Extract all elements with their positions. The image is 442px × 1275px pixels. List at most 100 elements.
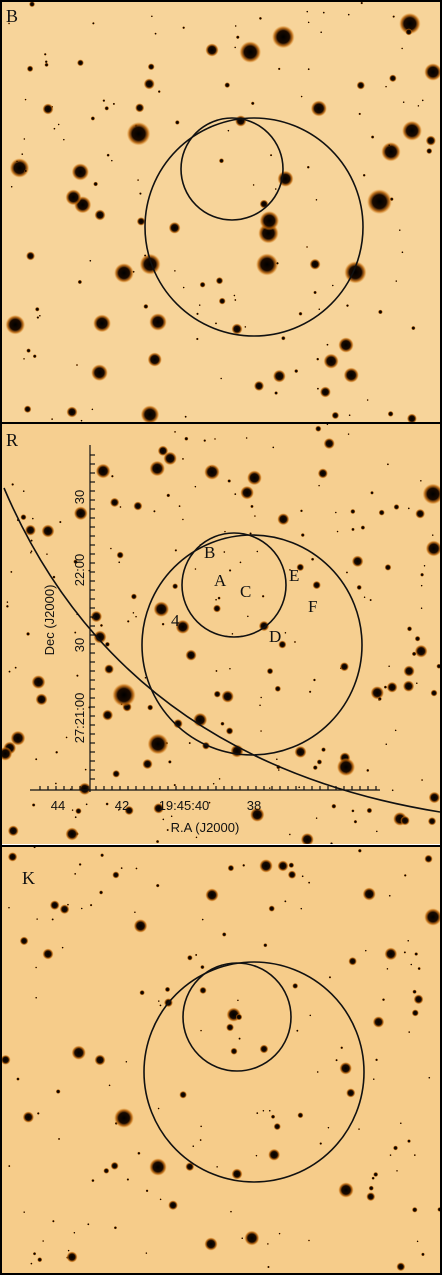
- star: [166, 493, 171, 498]
- star: [174, 120, 180, 125]
- star: [52, 575, 56, 579]
- y-tick-label: 27:21:00: [72, 693, 87, 744]
- star: [159, 1004, 162, 1007]
- star: [297, 1112, 304, 1119]
- star: [55, 1089, 61, 1094]
- star: [273, 1122, 281, 1131]
- star: [366, 768, 370, 773]
- star: [173, 269, 176, 272]
- star: [92, 22, 95, 25]
- star: [168, 221, 181, 234]
- star: [167, 760, 172, 764]
- star: [278, 1232, 281, 1235]
- star: [233, 294, 236, 297]
- star: [300, 907, 303, 910]
- star: [343, 367, 359, 383]
- star: [218, 158, 225, 164]
- star: [214, 322, 218, 325]
- star: [331, 411, 340, 420]
- source-label: F: [308, 597, 317, 616]
- star: [384, 564, 392, 571]
- star: [411, 325, 416, 331]
- star: [407, 1139, 411, 1144]
- star: [57, 123, 60, 126]
- x-tick-label: 19:45:40: [159, 798, 210, 813]
- star: [116, 551, 124, 559]
- star: [389, 1154, 392, 1157]
- star: [372, 1078, 375, 1081]
- star: [38, 314, 41, 317]
- star: [85, 803, 88, 806]
- star: [109, 497, 120, 508]
- star: [173, 783, 177, 787]
- star: [168, 1200, 178, 1211]
- star: [155, 883, 160, 888]
- star: [67, 1249, 70, 1252]
- star: [414, 635, 421, 642]
- star: [155, 839, 160, 844]
- star: [153, 803, 164, 814]
- star: [80, 907, 83, 910]
- star: [424, 854, 433, 864]
- star: [393, 504, 400, 510]
- star: [399, 1122, 402, 1125]
- star: [417, 966, 421, 971]
- star: [275, 758, 278, 761]
- star: [413, 994, 424, 1005]
- star: [421, 1252, 425, 1257]
- y-axis-label: Dec (J2000): [42, 585, 57, 656]
- star: [266, 1242, 269, 1245]
- star: [247, 470, 262, 486]
- star: [74, 631, 77, 634]
- star: [288, 833, 291, 836]
- star: [259, 704, 262, 707]
- star: [255, 253, 279, 276]
- star: [316, 1070, 319, 1074]
- star: [41, 524, 55, 538]
- star: [74, 872, 77, 876]
- star: [37, 1257, 43, 1263]
- star: [118, 561, 121, 564]
- star: [170, 815, 173, 818]
- star: [182, 26, 186, 30]
- star: [7, 825, 19, 837]
- star: [26, 631, 31, 636]
- star: [256, 1111, 259, 1115]
- star: [224, 82, 231, 88]
- star: [99, 623, 104, 628]
- star: [36, 1112, 40, 1115]
- star: [26, 65, 34, 73]
- star: [32, 354, 37, 359]
- star: [323, 437, 335, 450]
- star: [227, 129, 230, 132]
- star: [89, 259, 92, 262]
- star: [80, 419, 83, 422]
- star: [242, 863, 246, 867]
- star: [225, 727, 234, 735]
- star: [386, 463, 390, 466]
- star: [173, 718, 183, 729]
- star: [312, 678, 316, 682]
- star: [300, 533, 305, 538]
- star: [250, 504, 254, 509]
- star: [235, 35, 240, 40]
- star: [306, 10, 309, 13]
- star: [135, 615, 138, 618]
- star: [425, 540, 440, 557]
- y-tick-label: 22:00: [72, 554, 87, 587]
- star: [414, 952, 419, 956]
- star: [8, 22, 11, 25]
- star: [274, 391, 278, 395]
- star: [181, 457, 185, 461]
- star: [185, 649, 197, 661]
- star: [345, 571, 349, 574]
- star: [234, 24, 237, 27]
- star: [430, 689, 438, 697]
- star: [57, 1137, 61, 1141]
- star: [403, 665, 415, 677]
- star: [415, 508, 426, 519]
- star: [110, 1161, 119, 1170]
- star: [268, 1148, 281, 1161]
- star: [422, 483, 440, 505]
